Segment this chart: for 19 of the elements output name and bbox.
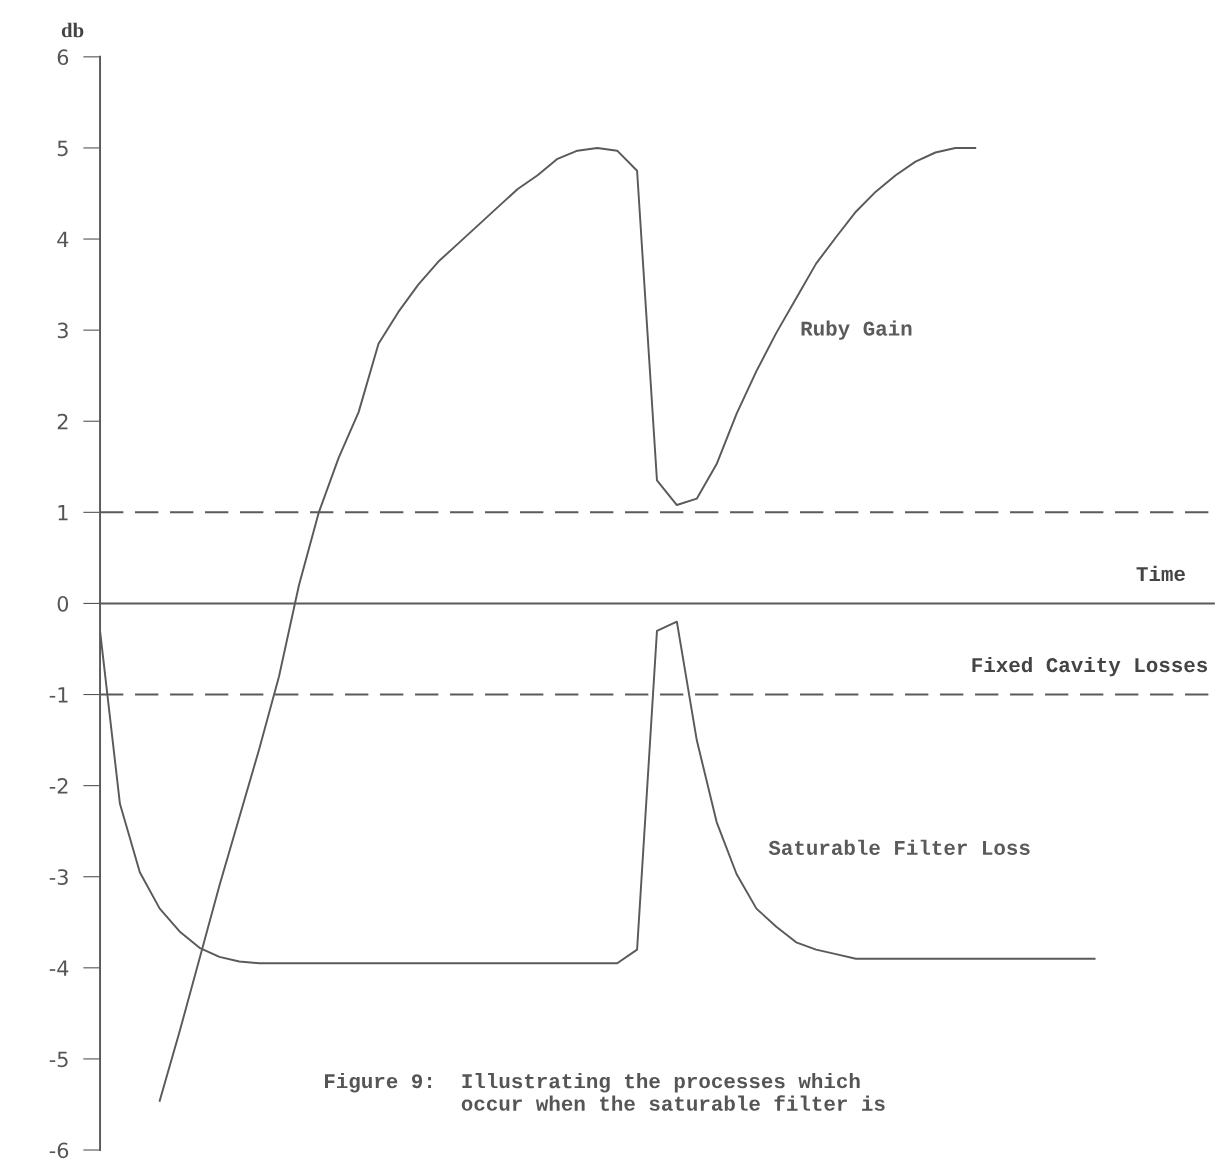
y-tick-label: -3 xyxy=(49,869,68,885)
y-tick-label: -2 xyxy=(49,778,68,794)
y-tick-label: 3 xyxy=(57,322,68,339)
annotation: Figure 9: Illustrating the processes which occur when the saturable filter is xyxy=(325,1073,885,1111)
y-tick-label: 6 xyxy=(57,49,69,66)
series-label: Saturable Filter Loss xyxy=(768,839,1030,855)
y-tick-label: -4 xyxy=(49,960,69,976)
y-tick-label: 1 xyxy=(58,505,68,521)
x-axis-title: Time xyxy=(1136,565,1185,582)
y-axis-title: db xyxy=(61,22,84,38)
series-label: Ruby Gain xyxy=(801,320,912,340)
y-tick-label: 4 xyxy=(57,231,69,247)
y-tick-label: 5 xyxy=(57,140,68,157)
y-tick-label: 2 xyxy=(57,413,68,430)
ref-line-label: Fixed Cavity Losses xyxy=(972,656,1208,677)
y-tick-label: -6 xyxy=(49,1142,69,1159)
y-tick-label: -5 xyxy=(49,1051,68,1068)
y-tick-label: 0 xyxy=(57,595,69,612)
y-tick-label: -1 xyxy=(49,687,68,703)
